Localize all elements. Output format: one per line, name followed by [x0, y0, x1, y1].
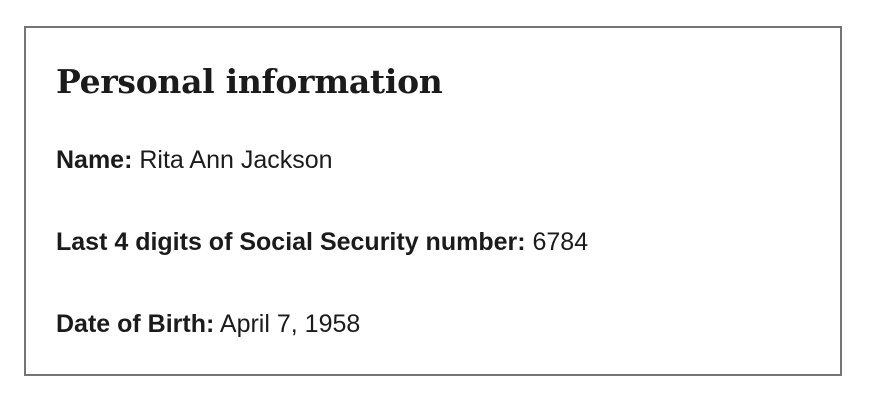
personal-information-card: Personal information Name: Rita Ann Jack… [24, 26, 842, 376]
name-field: Name: Rita Ann Jackson [56, 144, 333, 176]
ssn-label: Last 4 digits of Social Security number: [56, 228, 526, 256]
date-of-birth-label: Date of Birth: [56, 310, 215, 338]
ssn-value: 6784 [532, 228, 589, 256]
date-of-birth-value: April 7, 1958 [219, 310, 361, 338]
name-label: Name: [56, 146, 133, 174]
ssn-field: Last 4 digits of Social Security number:… [56, 226, 588, 258]
section-title: Personal information [56, 62, 443, 101]
name-value: Rita Ann Jackson [139, 146, 333, 174]
date-of-birth-field: Date of Birth: April 7, 1958 [56, 308, 360, 340]
